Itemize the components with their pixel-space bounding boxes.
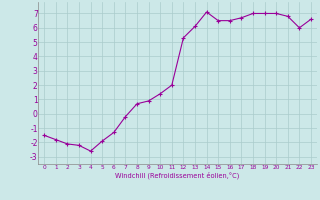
X-axis label: Windchill (Refroidissement éolien,°C): Windchill (Refroidissement éolien,°C)	[116, 171, 240, 179]
